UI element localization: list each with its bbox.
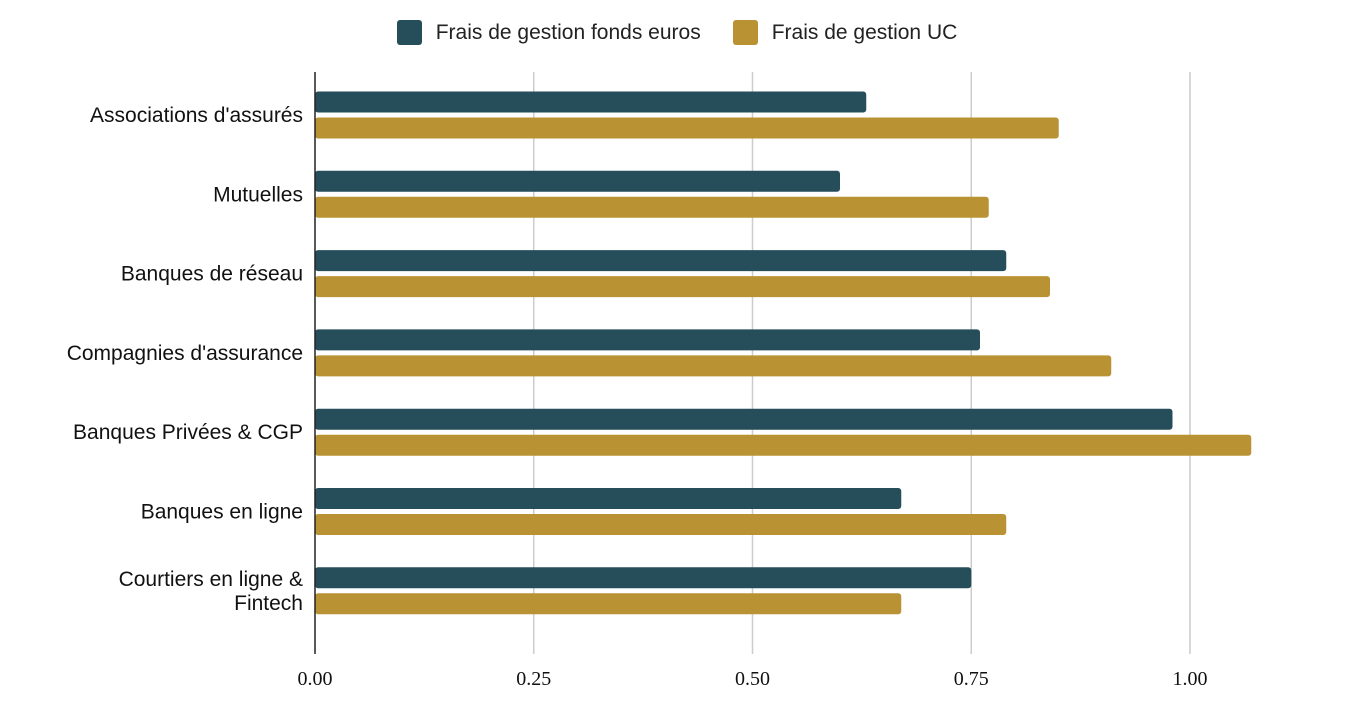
bar-fonds-euros xyxy=(315,329,980,351)
chart-legend: Frais de gestion fonds euros Frais de ge… xyxy=(0,20,1354,45)
legend-swatch-uc xyxy=(732,20,758,45)
category-label: Banques de réseau xyxy=(121,263,303,286)
legend-item-uc: Frais de gestion UC xyxy=(732,20,958,45)
bar-fonds-euros xyxy=(315,567,972,589)
bar-fonds-euros xyxy=(315,170,840,192)
bar-fonds-euros xyxy=(315,408,1173,430)
category-label: Associations d'assurés xyxy=(90,104,303,127)
bar-uc xyxy=(315,514,1007,535)
bar-fonds-euros xyxy=(315,250,1007,272)
category-label: Mutuelles xyxy=(213,183,303,206)
bar-uc xyxy=(315,276,1050,298)
bar-uc xyxy=(315,593,902,615)
x-tick-label: 1.00 xyxy=(1173,668,1208,690)
x-tick-label: 0.25 xyxy=(516,668,551,690)
legend-swatch-fonds-euros xyxy=(396,20,422,45)
category-label: Courtiers en ligne & Fintech xyxy=(119,568,303,615)
category-label: Compagnies d'assurance xyxy=(67,342,303,365)
bar-uc xyxy=(315,196,989,218)
bar-uc xyxy=(315,434,1252,456)
bar-fonds-euros xyxy=(315,91,867,113)
legend-item-fonds-euros: Frais de gestion fonds euros xyxy=(396,20,701,45)
legend-label-fonds-euros: Frais de gestion fonds euros xyxy=(435,20,701,44)
legend-label-uc: Frais de gestion UC xyxy=(771,20,958,44)
bar-uc xyxy=(315,355,1112,377)
bar-uc xyxy=(315,117,1059,139)
x-tick-label: 0.50 xyxy=(735,668,770,690)
category-label: Banques en ligne xyxy=(141,501,303,524)
x-tick-label: 0.00 xyxy=(298,668,333,690)
x-tick-label: 0.75 xyxy=(954,668,989,690)
bar-fonds-euros xyxy=(315,488,902,509)
category-label: Banques Privées & CGP xyxy=(73,421,303,444)
